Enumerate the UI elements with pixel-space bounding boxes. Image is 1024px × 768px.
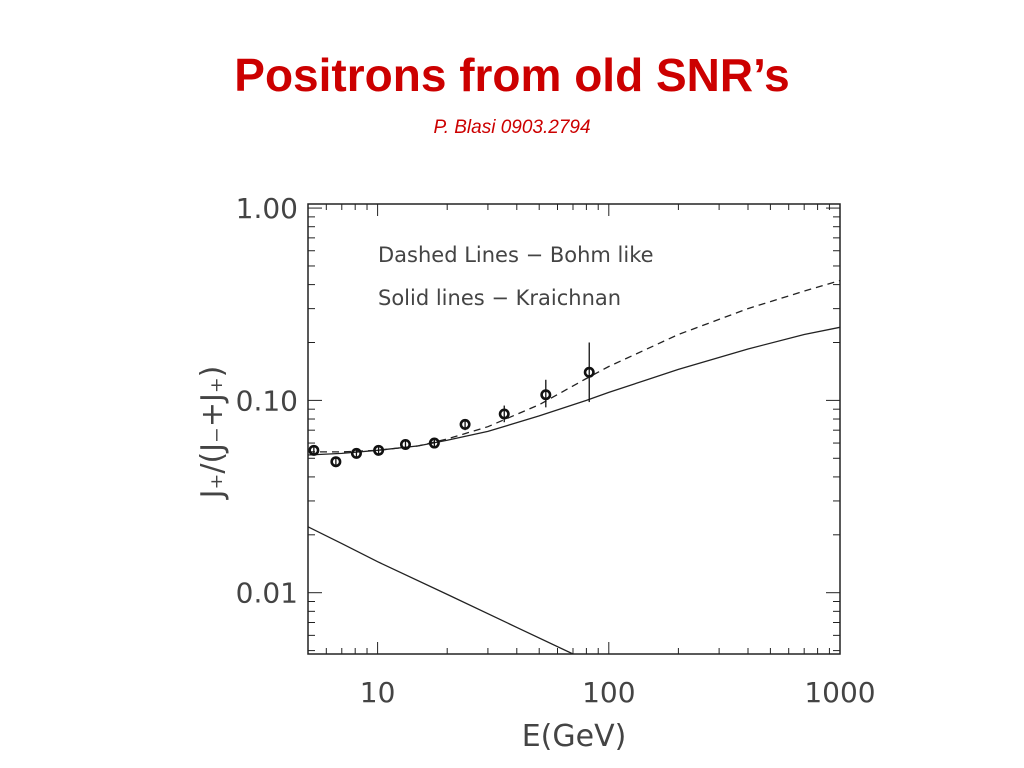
series-layer: [308, 279, 840, 654]
data-point: [350, 447, 362, 459]
x-tick-labels: 10 100 1000: [360, 676, 876, 709]
data-point: [399, 438, 411, 450]
y-tick-label: 0.01: [236, 577, 298, 610]
data-point: [498, 408, 510, 420]
series-line-dashed: [308, 279, 840, 453]
data-point: [459, 418, 471, 430]
legend-entry-dashed: Dashed Lines − Bohm like: [378, 243, 654, 267]
slide-subtitle: P. Blasi 0903.2794: [433, 117, 591, 138]
series-line-solid: [308, 326, 840, 456]
slide-title: Positrons from old SNR’s: [234, 49, 790, 101]
data-point: [308, 444, 320, 456]
x-tick-label: 1000: [804, 676, 875, 709]
data-point: [330, 456, 342, 468]
x-axis-label: E(GeV): [522, 719, 627, 754]
x-tick-label: 10: [360, 676, 396, 709]
plot-frame: [307, 203, 841, 655]
data-point: [540, 389, 552, 401]
data-point: [583, 366, 595, 378]
data-point: [428, 437, 440, 449]
data-points-layer: [308, 342, 595, 468]
data-point: [373, 444, 385, 456]
axis-ticks: [307, 204, 841, 654]
y-tick-labels: 0.01 0.10 1.00: [236, 192, 298, 610]
legend-entry-solid: Solid lines − Kraichnan: [378, 286, 621, 310]
series-line-solid: [308, 526, 574, 654]
x-tick-label: 100: [582, 676, 635, 709]
y-axis-label: J₊/(J₋+J₊): [195, 366, 230, 501]
y-tick-label: 0.10: [236, 384, 298, 417]
y-tick-label: 1.00: [236, 192, 298, 225]
